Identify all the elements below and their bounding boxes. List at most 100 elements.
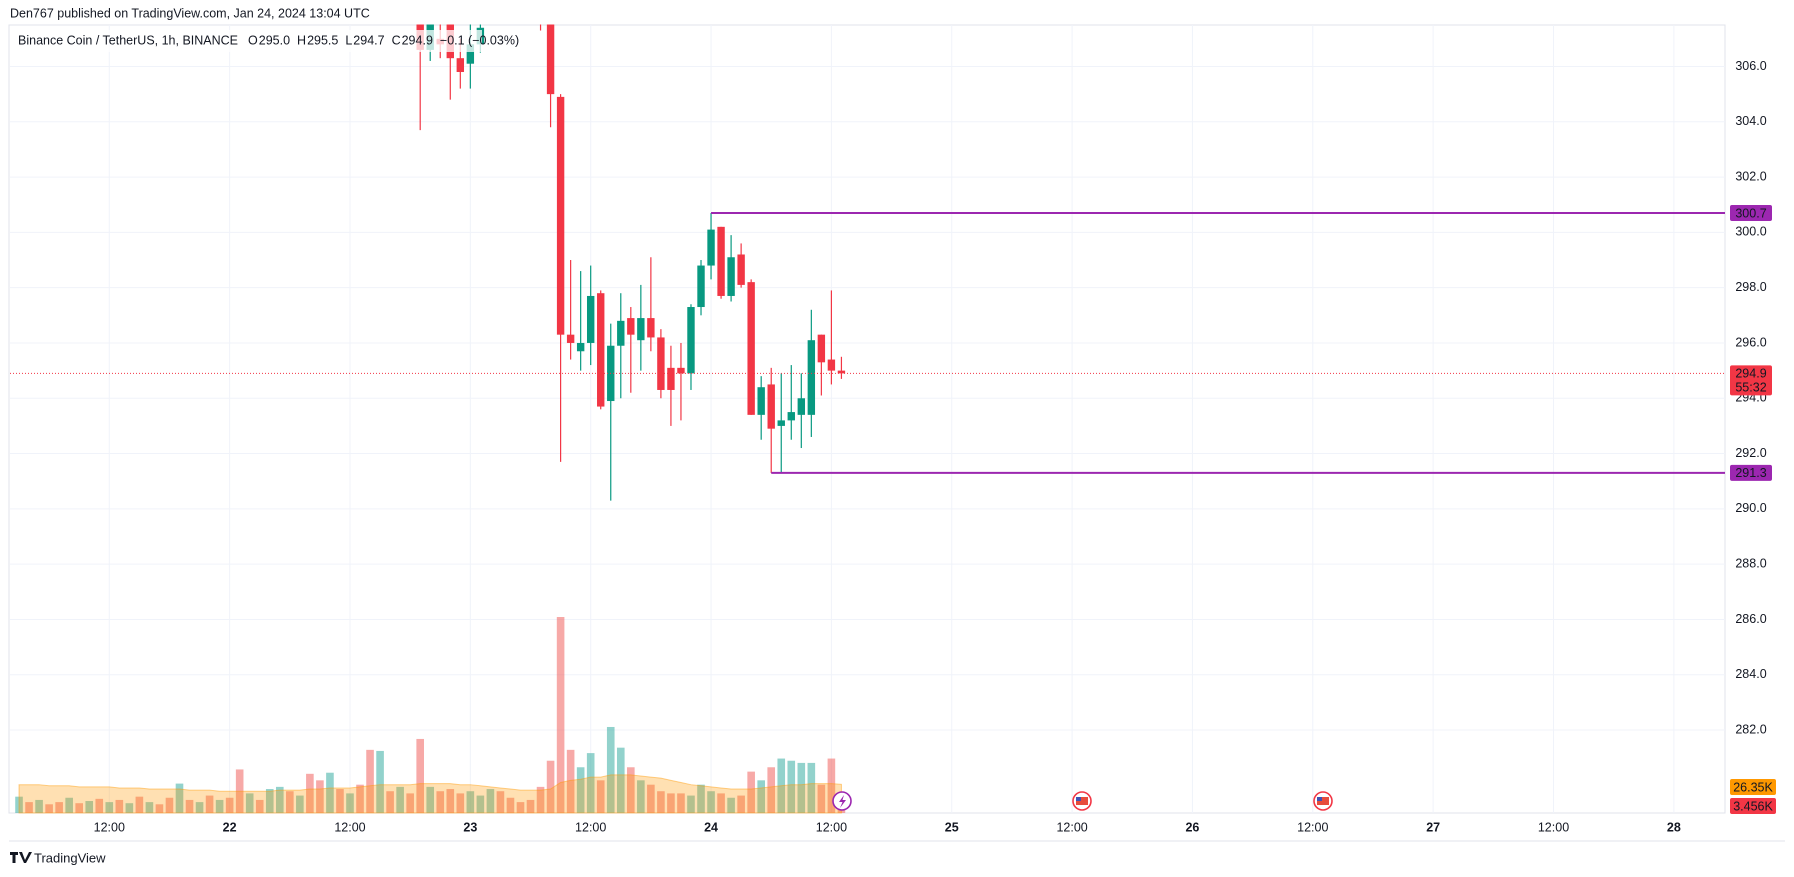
y-tick-label: 306.0 bbox=[1735, 59, 1766, 73]
volume-bar bbox=[205, 795, 214, 813]
volume-bar bbox=[586, 753, 595, 813]
top-mask bbox=[0, 0, 1794, 25]
volume-label-bg bbox=[1730, 798, 1776, 814]
ohlc-value: 294.7 bbox=[353, 33, 384, 47]
volume-bar bbox=[486, 789, 495, 813]
volume-bar bbox=[135, 796, 144, 813]
volume-bar bbox=[526, 799, 535, 813]
volume-bar bbox=[406, 793, 414, 813]
volume-bar bbox=[767, 767, 776, 813]
volume-bar bbox=[837, 809, 846, 813]
volume-bar bbox=[426, 786, 435, 813]
candle-body bbox=[617, 320, 625, 346]
level-label-bg bbox=[1730, 464, 1772, 481]
volume-bar bbox=[165, 797, 174, 813]
volume-bar bbox=[667, 793, 675, 813]
candle-body bbox=[707, 229, 715, 266]
volume-bar bbox=[536, 786, 545, 813]
volume-bar bbox=[316, 780, 324, 813]
volume-bar bbox=[677, 793, 685, 813]
x-tick-label: 26 bbox=[1185, 820, 1199, 834]
y-tick-label: 296.0 bbox=[1735, 335, 1766, 349]
x-tick-label: 12:00 bbox=[1538, 820, 1569, 834]
candle-body bbox=[667, 367, 675, 390]
flag bbox=[1317, 797, 1329, 805]
volume-label: 3.456K bbox=[1733, 799, 1773, 813]
volume-bar bbox=[366, 749, 374, 813]
volume-bar bbox=[296, 795, 304, 813]
x-tick-label: 24 bbox=[704, 820, 718, 834]
y-tick-label: 290.0 bbox=[1735, 501, 1766, 515]
volume-bar bbox=[657, 791, 665, 813]
volume-bar bbox=[105, 802, 114, 813]
candle-body bbox=[747, 282, 755, 415]
x-tick-label: 12:00 bbox=[1297, 820, 1328, 834]
volume-bar bbox=[596, 780, 605, 813]
candle-body bbox=[647, 318, 655, 338]
candle-body bbox=[767, 384, 775, 429]
x-tick-label: 12:00 bbox=[334, 820, 365, 834]
volume-bar bbox=[647, 784, 655, 813]
volume-bar bbox=[416, 738, 424, 813]
volume-bar bbox=[306, 773, 314, 813]
volume-bar bbox=[576, 767, 585, 813]
candle-body bbox=[566, 334, 575, 343]
x-tick-label: 12:00 bbox=[816, 820, 847, 834]
volume-bar bbox=[175, 783, 184, 813]
volume-bar bbox=[185, 799, 194, 813]
level-label: 291.3 bbox=[1735, 466, 1766, 480]
y-tick-label: 282.0 bbox=[1735, 722, 1766, 736]
volume-bar bbox=[747, 771, 755, 813]
volume-bar bbox=[45, 804, 53, 813]
candle-body bbox=[466, 44, 475, 64]
volume-bar bbox=[25, 802, 33, 813]
volume-bar bbox=[346, 793, 354, 813]
candle-body bbox=[797, 398, 806, 415]
candle-body bbox=[717, 226, 725, 296]
candle-body bbox=[657, 337, 665, 390]
volume-bar bbox=[55, 802, 63, 813]
y-tick-label: 288.0 bbox=[1735, 556, 1766, 570]
candle-body bbox=[597, 293, 605, 407]
candle-body bbox=[586, 295, 595, 343]
volume-bar bbox=[757, 780, 765, 813]
candle-body bbox=[727, 257, 735, 296]
y-tick-label: 286.0 bbox=[1735, 612, 1766, 626]
x-tick-label: 12:00 bbox=[575, 820, 606, 834]
volume-bar bbox=[286, 791, 294, 813]
level-label-bg bbox=[1730, 205, 1772, 222]
event-icons bbox=[832, 791, 1333, 811]
ohlc-value: 294.9 bbox=[402, 33, 433, 47]
brand-logo bbox=[10, 852, 32, 863]
volume-bar bbox=[145, 802, 154, 813]
legend-bg bbox=[12, 30, 482, 52]
volume-bar bbox=[35, 799, 43, 813]
candle-body bbox=[837, 370, 846, 374]
price-label: 294.9 bbox=[1735, 367, 1766, 381]
ma-label-bg bbox=[1730, 779, 1776, 795]
volume-bar bbox=[336, 789, 344, 813]
ohlc-key: L bbox=[345, 33, 352, 47]
candle-body bbox=[627, 318, 635, 335]
candle-body bbox=[827, 359, 836, 371]
volume-bar bbox=[155, 804, 164, 813]
candle-body bbox=[456, 58, 465, 73]
volume-ma-area bbox=[18, 774, 842, 814]
volume-bar bbox=[85, 801, 94, 813]
volume-bar bbox=[616, 747, 625, 813]
volume-pane bbox=[15, 617, 846, 814]
candle-body bbox=[546, 11, 555, 95]
candle-body bbox=[777, 420, 785, 426]
volume-bar bbox=[376, 750, 384, 813]
y-tick-label: 302.0 bbox=[1735, 169, 1766, 183]
volume-bar bbox=[436, 791, 445, 813]
volume-bar bbox=[326, 772, 334, 813]
ohlc-change: −0.1 (−0.03%) bbox=[440, 33, 519, 47]
candle-body bbox=[817, 334, 826, 363]
ma-label: 26.35K bbox=[1733, 780, 1773, 794]
volume-bar bbox=[476, 795, 485, 813]
candle-body bbox=[807, 340, 816, 415]
